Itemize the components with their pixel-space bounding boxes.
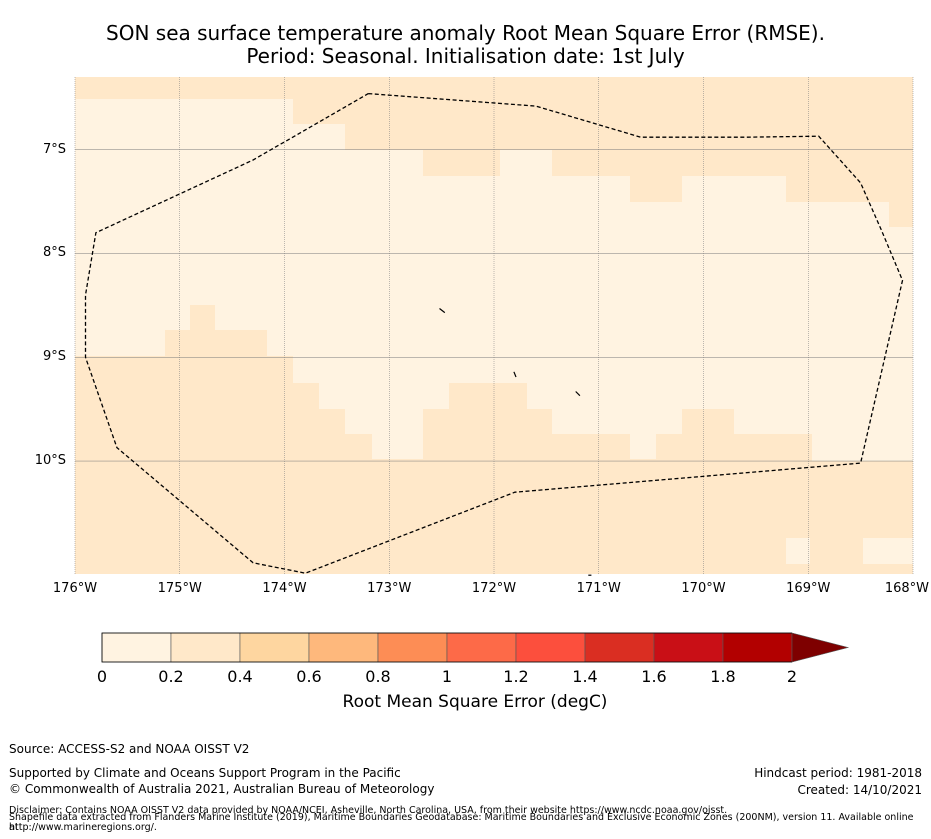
islands — [439, 308, 592, 576]
longitude-tick-label: 170°W — [681, 581, 726, 596]
colorbar-bin — [446, 632, 517, 663]
colorbar-tick-label: 1 — [441, 667, 453, 686]
copyright-text: © Commonwealth of Australia 2021, Austra… — [9, 782, 435, 796]
map-title-line-2: Period: Seasonal. Initialisation date: 1… — [246, 44, 685, 68]
longitude-tick-label: 174°W — [262, 581, 307, 596]
colorbar-bin — [722, 632, 793, 663]
support-text: Supported by Climate and Oceans Support … — [9, 766, 401, 780]
longitude-tick-label: 169°W — [786, 581, 831, 596]
colorbar-bin — [653, 632, 724, 663]
latitude-tick-label: 9°S — [42, 349, 66, 365]
colorbar-tick-label: 0 — [96, 667, 108, 686]
colorbar-bin — [101, 632, 172, 663]
colorbar-bin — [515, 632, 586, 663]
colorbar-tick-label: 1.6 — [641, 667, 667, 686]
colorbar-bin — [239, 632, 310, 663]
colorbar-bin — [377, 632, 448, 663]
latitude-tick-label: 8°S — [42, 245, 66, 261]
colorbar — [101, 632, 850, 663]
colorbar-tick-label: 0.8 — [365, 667, 391, 686]
latitude-tick-label: 7°S — [42, 141, 66, 157]
colorbar-extend-arrow — [791, 632, 850, 663]
eez-boundary — [84, 92, 904, 574]
colorbar-tick-label: 1.8 — [710, 667, 736, 686]
disclaimer-line-3: http://www.marineregions.org/. — [9, 822, 157, 833]
longitude-tick-label: 176°W — [52, 581, 98, 596]
island — [513, 371, 517, 378]
colorbar-bin — [584, 632, 655, 663]
colorbar-bin — [170, 632, 241, 663]
island — [575, 391, 581, 397]
low-rmse-patch — [786, 538, 810, 564]
colorbar-tick-label: 0.4 — [227, 667, 253, 686]
map-title-line-1: SON sea surface temperature anomaly Root… — [106, 21, 825, 45]
rmse-map — [74, 77, 914, 576]
latitude-tick-label: 10°S — [34, 453, 66, 469]
longitude-tick-label: 172°W — [471, 581, 517, 596]
longitude-tick-label: 175°W — [157, 581, 202, 596]
low-rmse-patch — [863, 538, 913, 564]
colorbar-tick-label: 0.6 — [296, 667, 322, 686]
graticule — [74, 77, 914, 574]
hindcast-period: Hindcast period: 1981-2018 — [754, 766, 922, 780]
disclaimer-line-2: Shapefile data extracted from Flanders M… — [9, 812, 914, 833]
colorbar-bin — [308, 632, 379, 663]
longitude-tick-label: 168°W — [884, 581, 929, 596]
colorbar-tick-label: 0.2 — [158, 667, 184, 686]
longitude-tick-label: 171°W — [576, 581, 621, 596]
colorbar-tick-label: 2 — [786, 667, 798, 686]
disclaimer-line-1: Disclaimer: Contains NOAA OISST V2 data … — [9, 805, 728, 816]
colorbar-tick-label: 1.4 — [572, 667, 598, 686]
island — [439, 308, 446, 314]
source-text: Source: ACCESS-S2 and NOAA OISST V2 — [9, 742, 250, 756]
colorbar-bins — [101, 632, 850, 663]
colorbar-label: Root Mean Square Error (degC) — [342, 692, 608, 712]
created-date: Created: 14/10/2021 — [797, 783, 922, 797]
colorbar-tick-label: 1.2 — [503, 667, 529, 686]
colorbar-outline — [101, 632, 792, 663]
longitude-tick-label: 173°W — [367, 581, 412, 596]
